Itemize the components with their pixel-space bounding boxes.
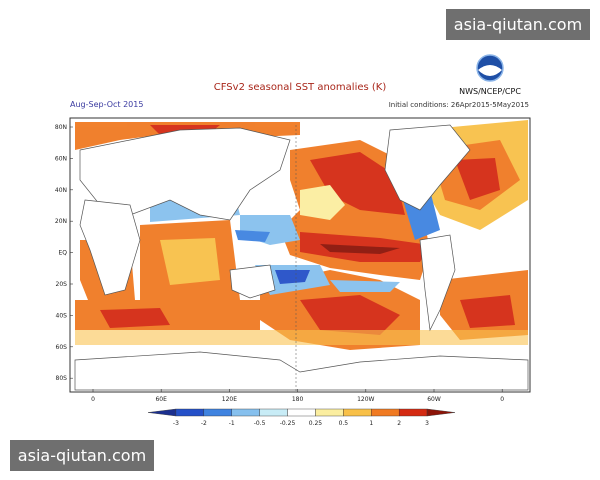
watermark-box (10, 440, 154, 471)
initial-conditions: Initial conditions: 26Apr2015-5May2015 (389, 101, 529, 109)
lon-label: 60E (155, 396, 167, 403)
lon-label: 120E (222, 396, 237, 403)
colorbar-label: -2 (201, 420, 207, 427)
lat-label: 20N (55, 218, 67, 225)
colorbar-label: 2 (397, 420, 401, 427)
colorbar-label: -1 (229, 420, 235, 427)
lat-label: 80S (56, 375, 68, 382)
watermark-box (446, 9, 590, 40)
lat-label: 60S (56, 344, 68, 351)
map: 80N 60N 40N 20N EQ 20S 40S 60S 80S 0 60E 120E 180 12… (55, 117, 531, 403)
colorbar-segment (343, 408, 372, 417)
colorbar-segment (231, 408, 260, 417)
colorbar-label: -0.5 (254, 420, 266, 427)
lat-label: 60N (55, 155, 67, 162)
period: Aug-Sep-Oct 2015 (70, 100, 143, 109)
colorbar-label: 0.5 (339, 420, 349, 427)
title: CFSv2 seasonal SST anomalies (K) (214, 82, 387, 93)
watermark: asia-qiutan.com (454, 15, 582, 34)
colorbar-label: -0.25 (280, 420, 296, 427)
lat-label: 80N (55, 124, 67, 131)
colorbar-segment (287, 408, 316, 417)
colorbar: -3 -2 -1 -0.5 -0.25 0.25 0.5 1 2 3 (147, 408, 456, 427)
colorbar-segment (371, 408, 400, 417)
colorbar-segment (259, 408, 288, 417)
watermark: asia-qiutan.com (18, 446, 146, 465)
lon-label: 0 (91, 396, 95, 403)
colorbar-segment (315, 408, 344, 417)
colorbar-end (426, 408, 456, 417)
colorbar-label: 3 (425, 420, 429, 427)
colorbar-label: 1 (369, 420, 373, 427)
colorbar-label: 0.25 (309, 420, 323, 427)
colorbar-segment (203, 408, 232, 417)
colorbar-label: -3 (173, 420, 179, 427)
lon-label: 0 (500, 396, 504, 403)
colorbar-segment (398, 408, 428, 417)
lon-label: 60W (427, 396, 441, 403)
colorbar-segment (175, 408, 205, 417)
lat-label: EQ (58, 250, 67, 257)
lat-label: 40S (56, 312, 68, 319)
lon-label: 120W (357, 396, 374, 403)
lon-label: 180 (292, 396, 304, 403)
noaa-logo (476, 54, 504, 82)
lat-label: 20S (56, 281, 68, 288)
lat-label: 40N (55, 187, 67, 194)
logo-text: NWS/NCEP/CPC (459, 87, 521, 96)
